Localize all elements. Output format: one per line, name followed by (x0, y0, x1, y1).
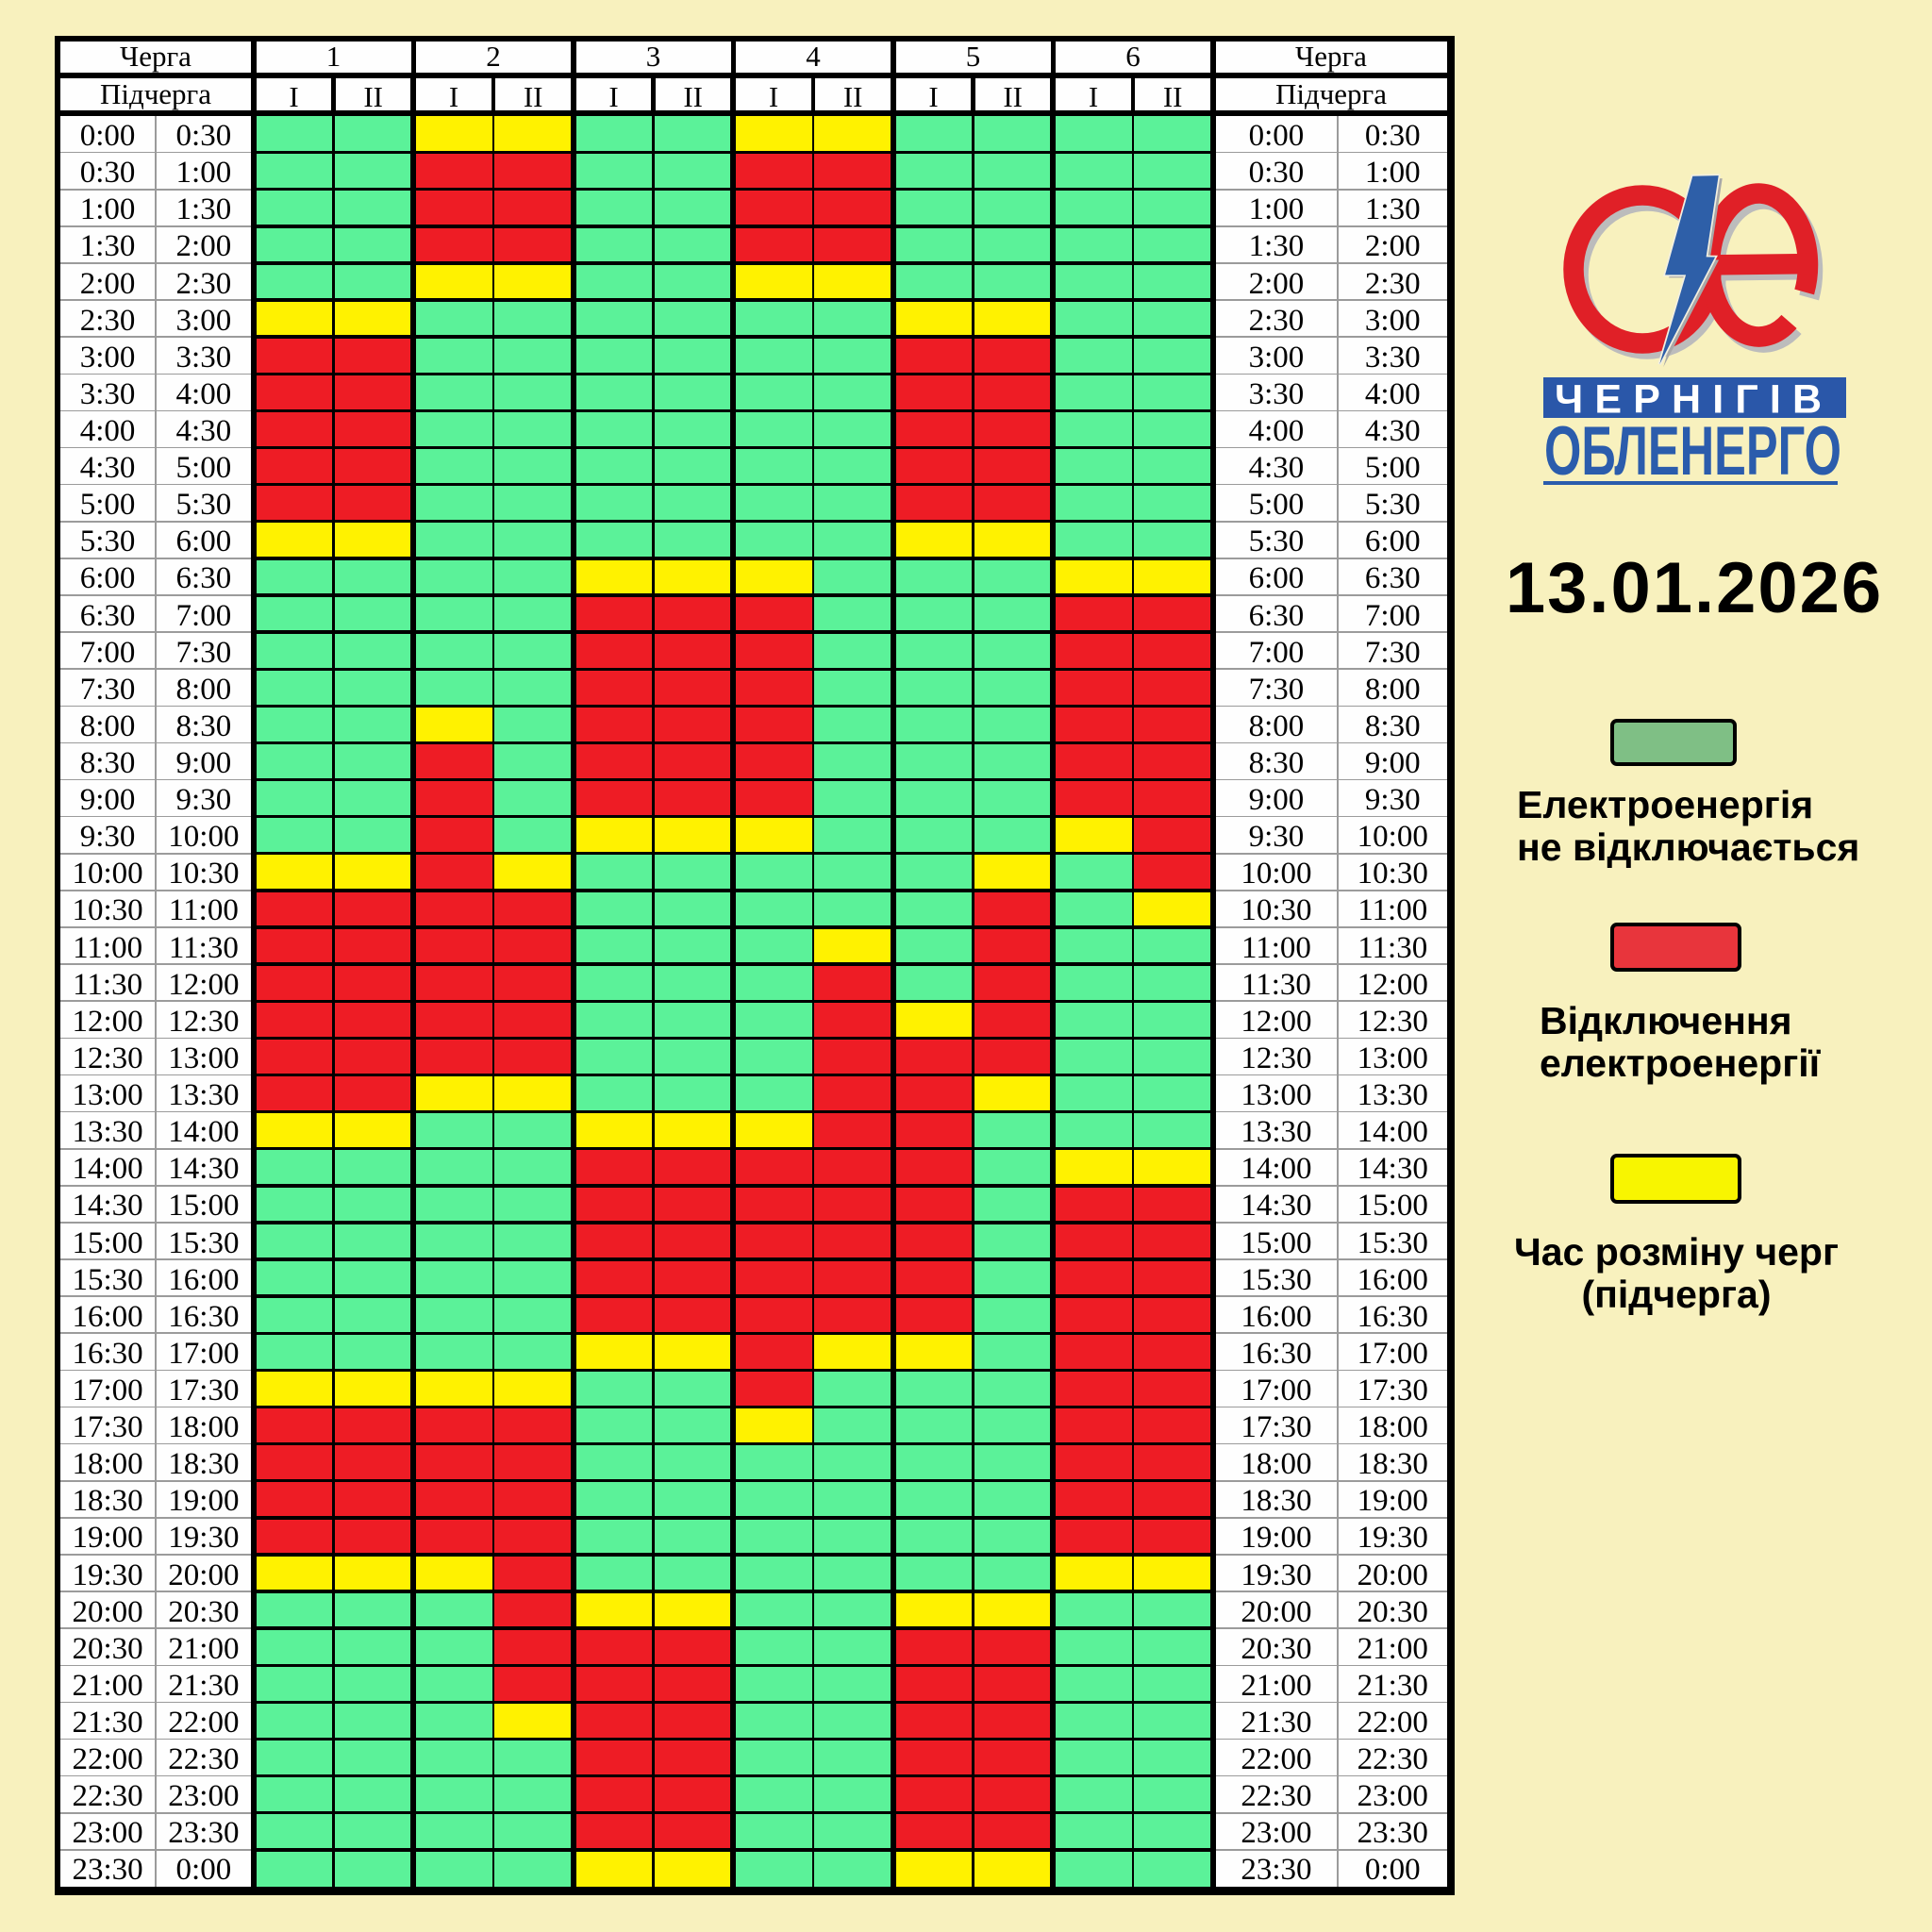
svg-text:ОБЛЕНЕРГО: ОБЛЕНЕРГО (1544, 419, 1841, 477)
svg-text:ЧЕРНІГІВ: ЧЕРНІГІВ (1555, 377, 1822, 418)
